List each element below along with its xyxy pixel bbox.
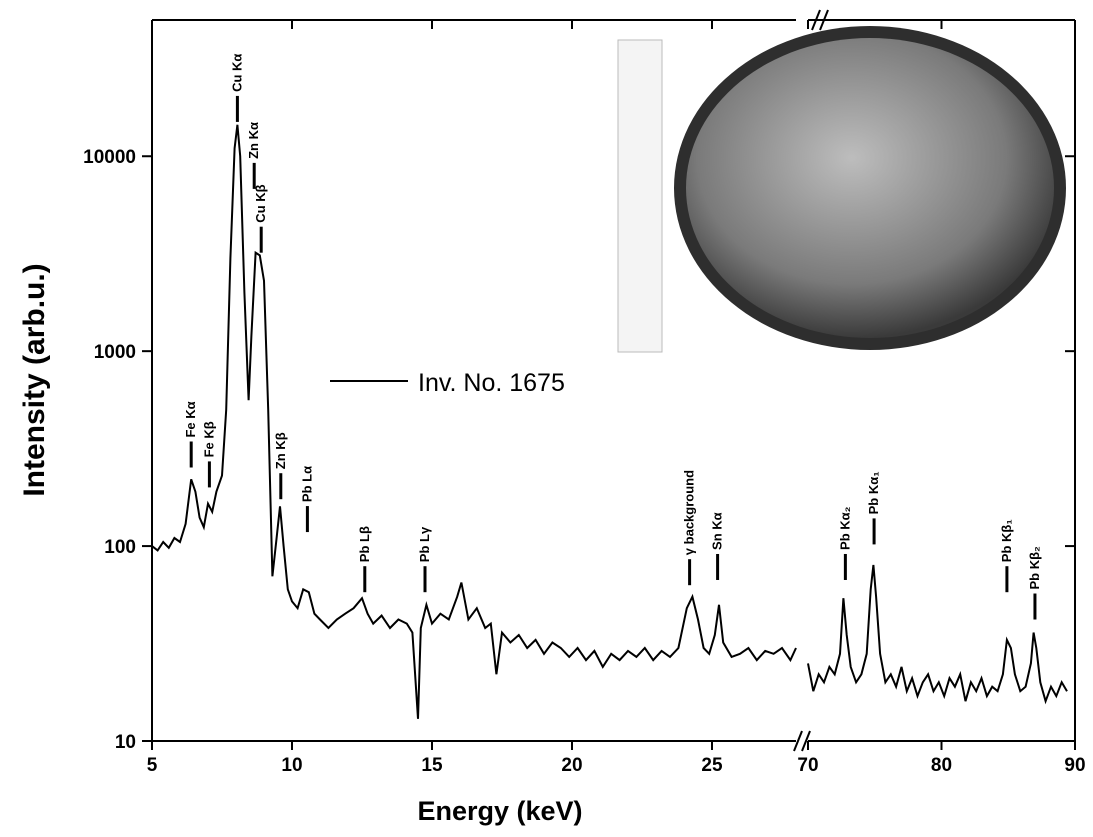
annotation-label: Cu Kα [229,54,244,92]
x-tick-label: 25 [701,755,723,776]
annotation-label: Fe Kβ [201,421,216,457]
annotation-label: Pb Kβ₂ [1027,546,1042,590]
legend-label: Inv. No. 1675 [418,369,565,397]
x-tick-label: 15 [421,755,443,776]
annotation-label: Zn Kα [246,122,261,159]
annotation-label: γ background [682,470,697,555]
chart: Energy (keV) Intensity (arb.u.) 5 10 15 20 2… [0,0,1093,832]
inset-photo [618,26,1066,352]
y-tick-label: 10 [115,732,136,753]
y-tick-label: 100 [104,537,136,558]
annotation-label: Pb Kβ₁ [999,519,1014,562]
annotation-label: Cu Kβ [253,184,268,222]
annotation-label: Pb Kα₁ [866,471,881,514]
x-tick-label: 10 [281,755,302,776]
x-tick-label: 90 [1064,755,1085,776]
annotation-label: Sn Kα [710,512,725,550]
y-axis-label: Intensity (arb.u.) [18,263,51,496]
y-tick-label: 10000 [83,147,136,168]
x-axis-label: Energy (keV) [417,796,582,826]
annotation-label: Fe Kα [183,401,198,437]
annotation-label: Pb Kα₂ [837,506,852,550]
annotation-label: Zn Kβ [273,432,288,469]
annotation-label: Pb Lγ [417,526,432,562]
annotation-label: Pb Lα [299,466,314,502]
x-tick-label: 80 [931,755,952,776]
x-tick-label: 20 [561,755,582,776]
annotation-label: Pb Lβ [357,526,372,562]
y-tick-label: 1000 [94,342,136,363]
x-tick-label: 70 [797,755,818,776]
x-tick-label: 5 [147,755,158,776]
